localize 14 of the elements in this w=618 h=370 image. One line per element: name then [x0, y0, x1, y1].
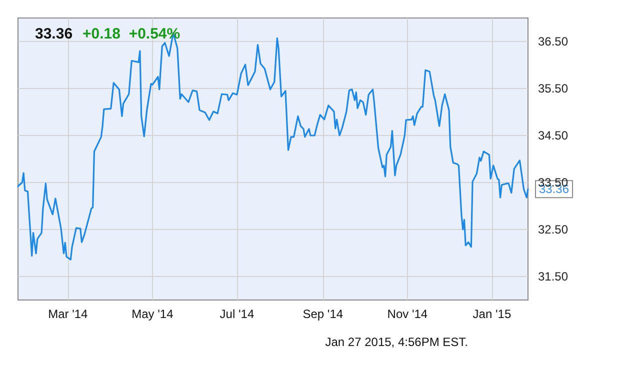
text: Jan 27 2015, 4:56PM EST. [325, 335, 468, 349]
x-tick-label: May '14 [132, 307, 174, 321]
y-tick-label: 32.50 [538, 222, 568, 236]
x-tick-label: Mar '14 [48, 307, 88, 321]
x-tick-label: Jan '15 [472, 307, 512, 321]
x-tick-label: Nov '14 [387, 307, 428, 321]
x-tick-label: Jul '14 [220, 307, 254, 321]
text: 33.36 [35, 26, 73, 42]
y-tick-label: 36.50 [538, 34, 568, 48]
y-tick-label: 35.50 [538, 82, 568, 96]
text: +0.18 +0.54% [82, 26, 180, 42]
y-tick-label: 34.50 [538, 128, 568, 142]
y-tick-label: 31.50 [538, 270, 568, 284]
x-tick-label: Sep '14 [302, 307, 344, 321]
